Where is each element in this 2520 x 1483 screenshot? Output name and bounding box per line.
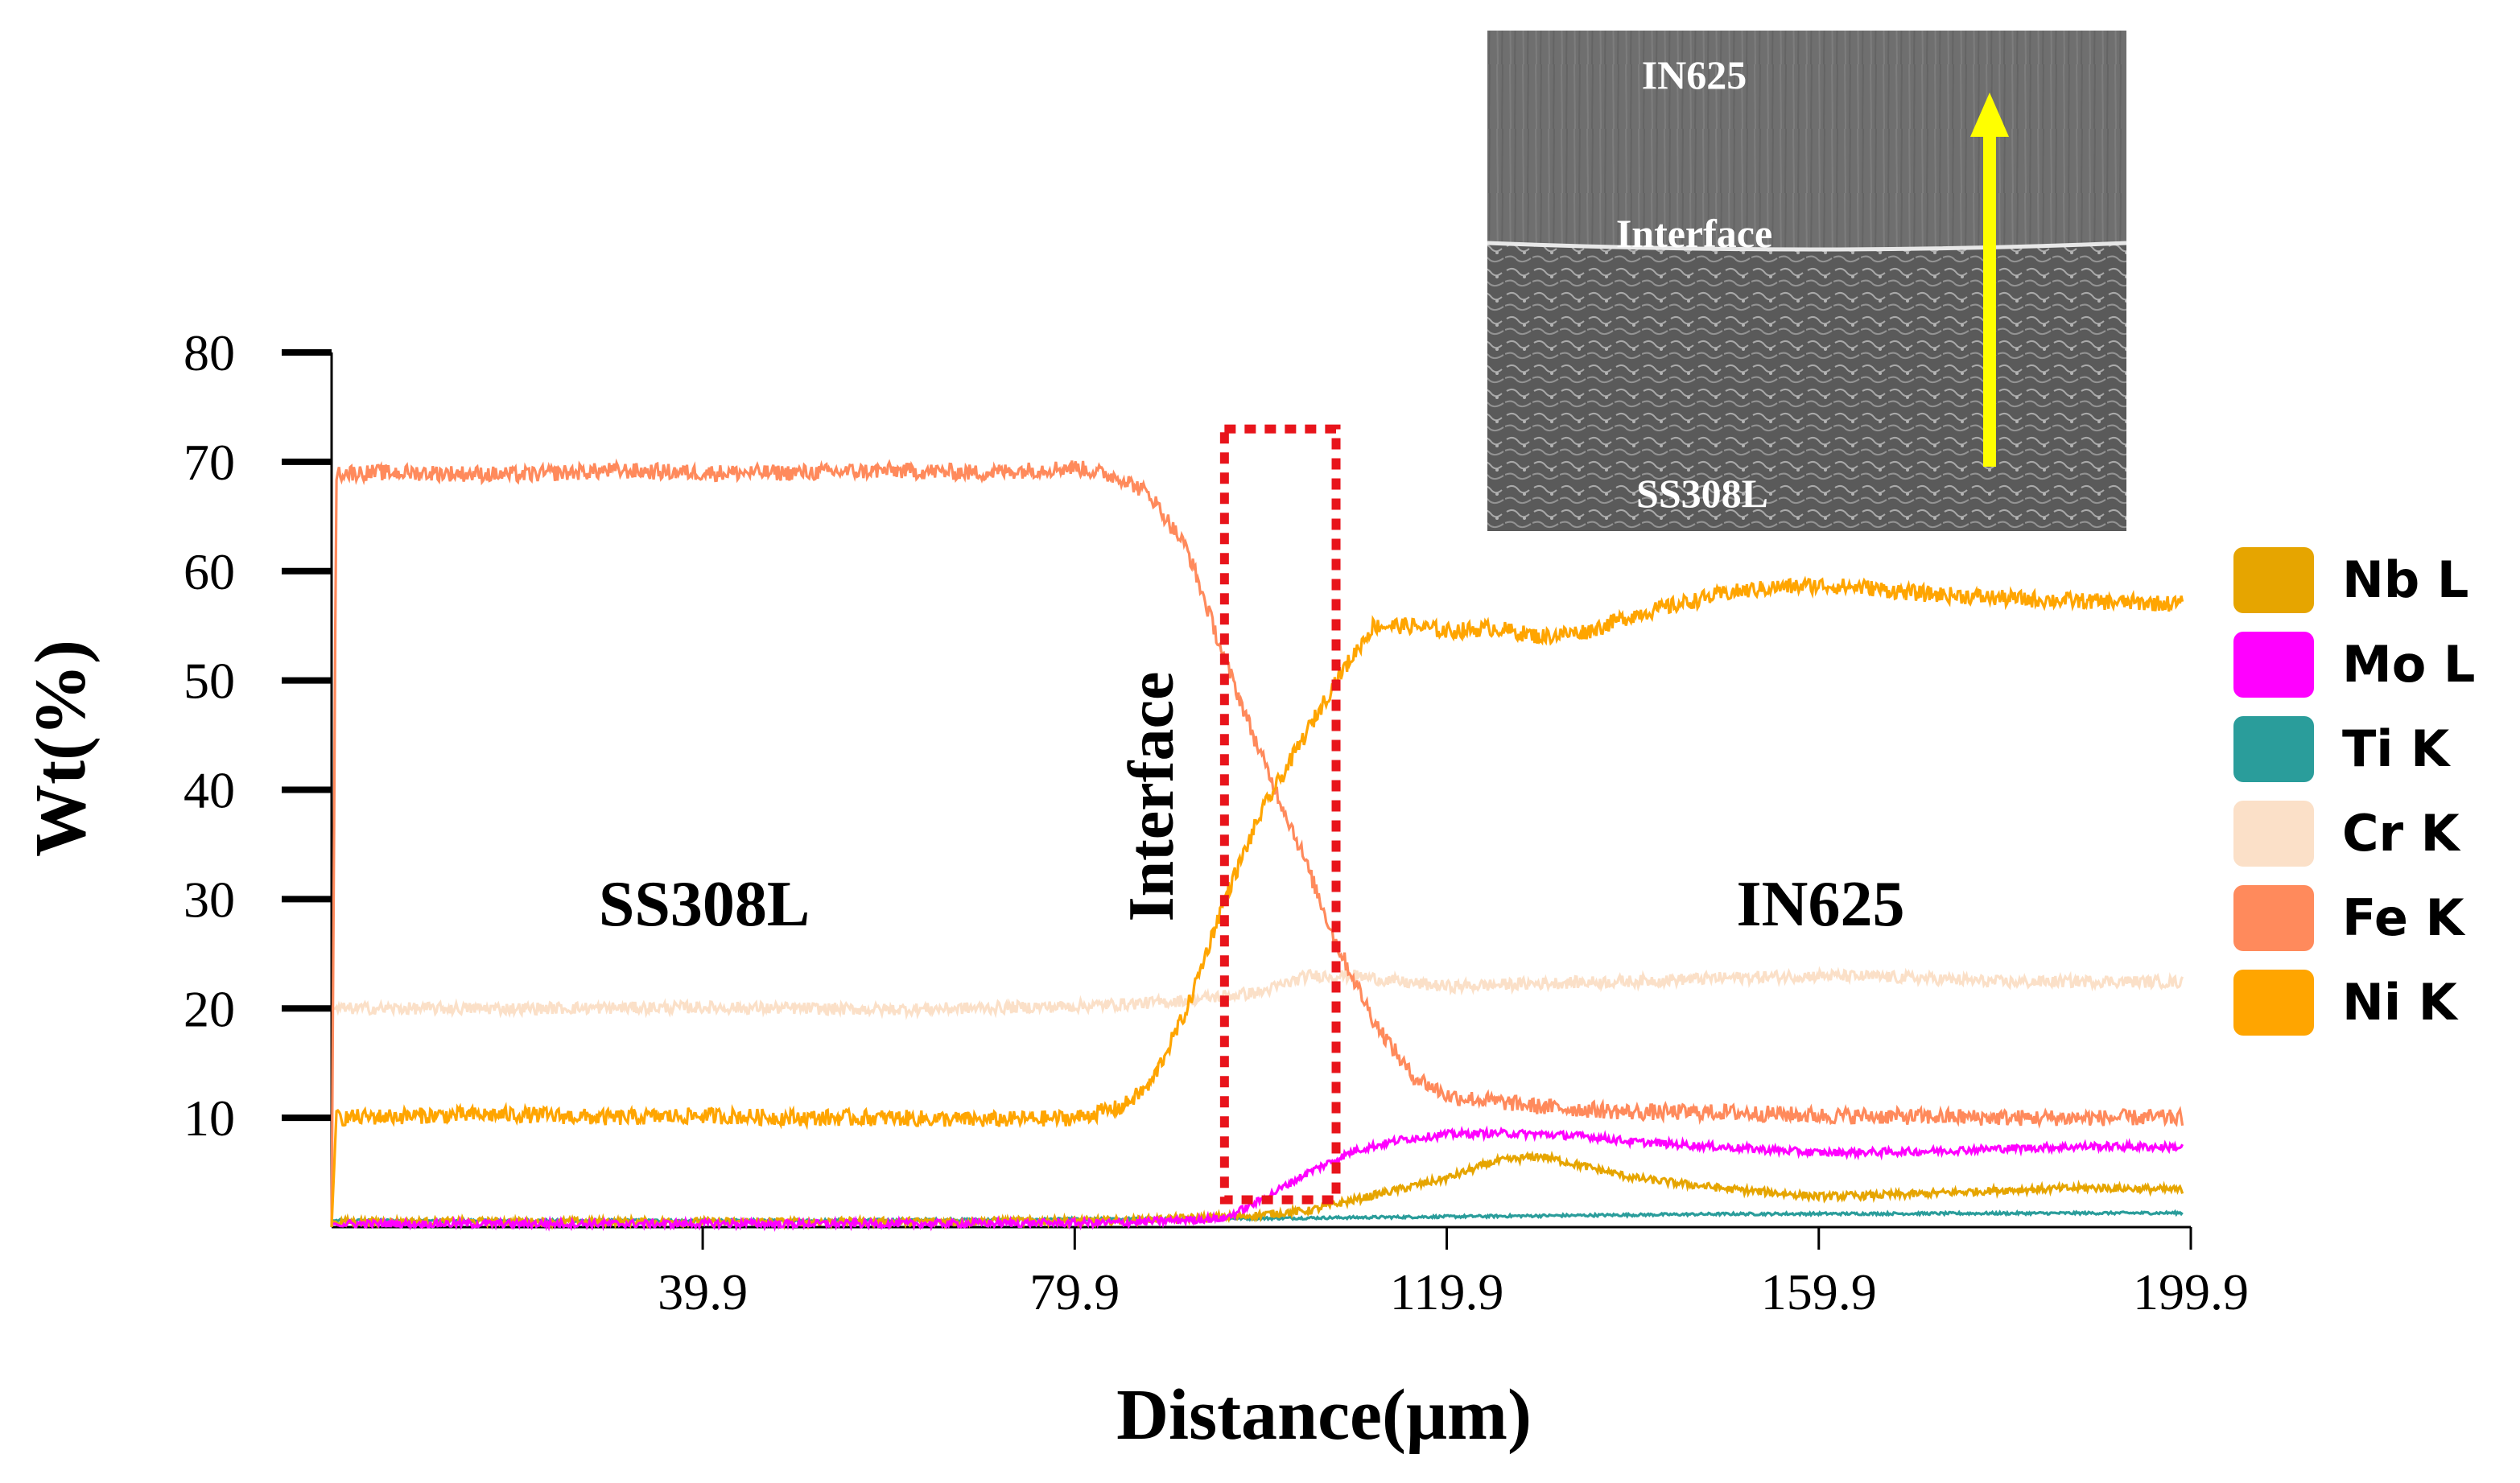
x-tick-label: 79.9 <box>1029 1263 1120 1320</box>
legend-swatch <box>2233 885 2314 951</box>
legend-swatch <box>2233 801 2314 867</box>
x-axis-title: Distance(μm) <box>1116 1375 1532 1455</box>
legend-label: Ti K <box>2342 719 2451 778</box>
interface-label: Interface <box>1116 672 1187 922</box>
inset-lower-region <box>1487 243 2126 531</box>
y-tick-label: 80 <box>184 324 235 381</box>
x-tick-label: 199.9 <box>2133 1263 2249 1320</box>
y-tick-label: 20 <box>184 980 235 1037</box>
x-tick-label: 39.9 <box>658 1263 748 1320</box>
legend-label: Ni K <box>2342 973 2459 1032</box>
sem-inset: IN625 Interface SS308L <box>1487 31 2127 531</box>
legend-swatch <box>2233 632 2314 698</box>
series-line-cr-k <box>332 966 2184 1020</box>
right-region-label: IN625 <box>1737 869 1905 940</box>
inset-bottom-label: SS308L <box>1636 471 1768 516</box>
x-tick-label: 119.9 <box>1390 1263 1504 1320</box>
legend-swatch <box>2233 970 2314 1036</box>
y-tick-label: 30 <box>184 871 235 928</box>
inset-middle-label: Interface <box>1616 211 1772 256</box>
series-line-ni-k <box>330 575 2184 1228</box>
x-tick-label: 159.9 <box>1761 1263 1877 1320</box>
y-tick-label: 40 <box>184 762 235 819</box>
inset-upper-region <box>1487 31 2126 249</box>
inset-interface-line <box>1487 241 2127 252</box>
legend-label: Mo L <box>2342 635 2475 694</box>
series-line-nb-l <box>332 1150 2184 1230</box>
legend-label: Fe K <box>2342 888 2465 947</box>
left-region-label: SS308L <box>599 869 810 940</box>
legend-swatch <box>2233 547 2314 613</box>
y-tick-label: 70 <box>184 434 235 491</box>
legend-swatch <box>2233 716 2314 782</box>
series-line-mo-l <box>332 1125 2184 1232</box>
legend-label: Nb L <box>2342 550 2468 609</box>
y-axis-title: Wt(%) <box>21 640 101 857</box>
legend-label: Cr K <box>2342 804 2461 863</box>
legend: Nb L Mo L Ti K Cr K Fe K Ni K <box>2233 547 2475 1036</box>
y-tick-label: 10 <box>184 1090 235 1147</box>
inset-arrow-head <box>1970 93 2009 137</box>
inset-top-label: IN625 <box>1642 52 1747 97</box>
series-line-fe-k <box>330 458 2184 1228</box>
y-tick-label: 60 <box>184 543 235 600</box>
y-tick-label: 50 <box>184 653 235 710</box>
